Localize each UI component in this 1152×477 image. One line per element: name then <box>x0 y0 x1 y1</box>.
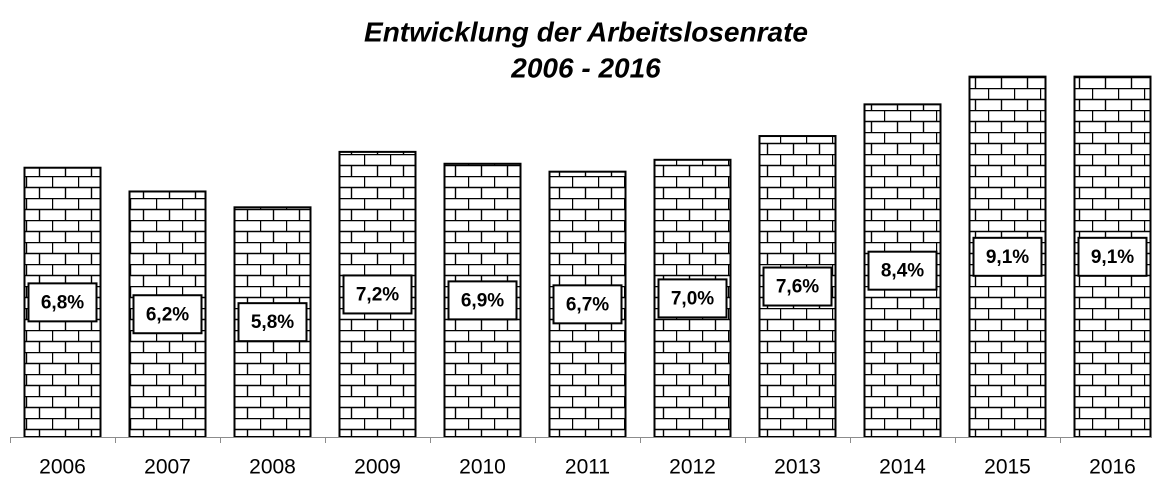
value-label: 6,7% <box>566 294 609 315</box>
value-label: 9,1% <box>1091 247 1134 268</box>
value-label: 6,8% <box>41 292 84 313</box>
value-label-box <box>342 274 413 315</box>
value-label-box <box>867 250 938 291</box>
value-label: 7,0% <box>671 288 714 309</box>
value-label: 9,1% <box>986 247 1029 268</box>
x-tick-label: 2011 <box>565 456 610 477</box>
x-tick-label: 2006 <box>39 456 86 477</box>
value-label: 7,2% <box>356 284 399 305</box>
value-label-box <box>447 280 518 321</box>
value-label-box <box>762 266 833 307</box>
value-label-box <box>972 236 1043 277</box>
value-label-box <box>27 282 98 323</box>
x-tick-label: 2010 <box>459 456 506 477</box>
value-label-box <box>1077 236 1148 277</box>
x-tick-label: 2016 <box>1089 456 1136 477</box>
x-tick-label: 2009 <box>354 456 401 477</box>
x-tick-label: 2012 <box>669 456 716 477</box>
x-tick-label: 2014 <box>879 456 926 477</box>
value-label-box <box>657 278 728 319</box>
value-label-box <box>552 284 623 325</box>
chart-title: Entwicklung der Arbeitslosenrate <box>364 16 808 47</box>
value-label-box <box>132 294 203 335</box>
x-tick-label: 2008 <box>249 456 296 477</box>
x-tick-label: 2015 <box>984 456 1031 477</box>
value-label-box <box>237 302 308 343</box>
x-tick-label: 2007 <box>144 456 191 477</box>
value-label: 8,4% <box>881 261 924 282</box>
value-label: 5,8% <box>251 312 294 333</box>
value-label: 7,6% <box>776 277 819 298</box>
value-label: 6,2% <box>146 304 189 325</box>
x-tick-label: 2013 <box>774 456 821 477</box>
chart-subtitle: 2006 - 2016 <box>510 52 661 83</box>
value-label: 6,9% <box>461 290 504 311</box>
